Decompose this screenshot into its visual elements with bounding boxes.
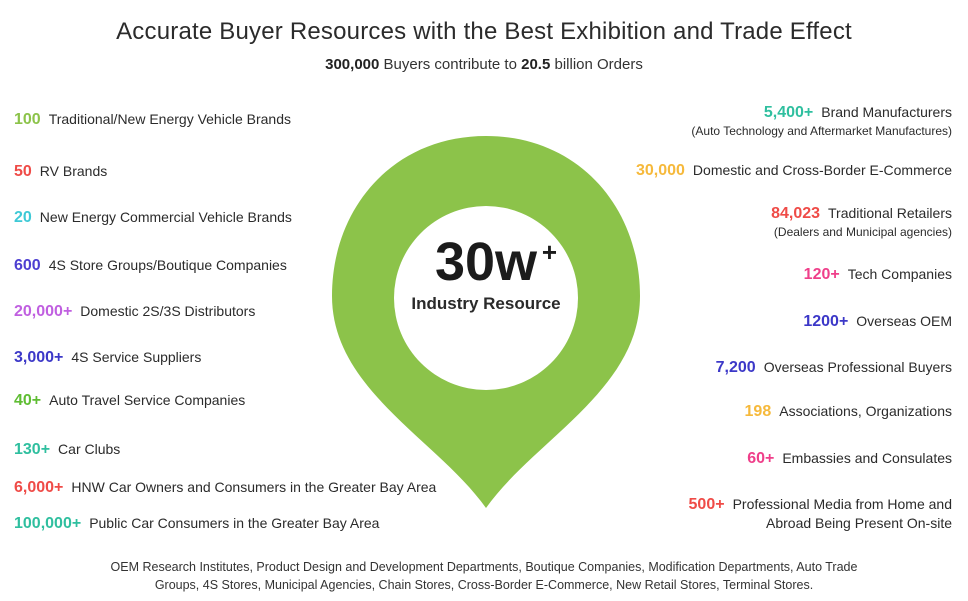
footer-line-1: OEM Research Institutes, Product Design … <box>110 560 858 574</box>
left-item-num: 50 <box>14 163 32 180</box>
right-item-label: Overseas Professional Buyers <box>763 359 952 375</box>
left-item-label: Domestic 2S/3S Distributors <box>80 303 256 319</box>
footer-line-2: Groups, 4S Stores, Municipal Agencies, C… <box>154 578 814 592</box>
orders-count: 20.5 <box>521 56 551 73</box>
right-item: 30,000 Domestic and Cross-Border E-Commer… <box>636 161 952 180</box>
right-item-num: 500+ <box>688 496 725 513</box>
left-item: 130+ Car Clubs <box>14 440 120 459</box>
left-item-label: Traditional/New Energy Vehicle Brands <box>48 111 291 127</box>
left-item-num: 20,000+ <box>14 303 73 320</box>
left-item-num: 600 <box>14 257 41 274</box>
left-item: 100 Traditional/New Energy Vehicle Brands <box>14 110 291 129</box>
right-item-sub: (Auto Technology and Aftermarket Manufac… <box>691 124 952 138</box>
left-item-num: 3,000+ <box>14 349 64 366</box>
right-item-sub: (Dealers and Municipal agencies) <box>773 225 952 239</box>
left-item-num: 40+ <box>14 392 42 409</box>
right-item-num: 5,400+ <box>763 104 814 121</box>
left-item: 50 RV Brands <box>14 162 107 181</box>
left-item: 100,000+ Public Car Consumers in the Grea… <box>14 514 379 533</box>
right-item: 7,200 Overseas Professional Buyers <box>716 358 952 377</box>
left-item: 40+ Auto Travel Service Companies <box>14 391 245 410</box>
right-item-sub: Abroad Being Present On-site <box>766 515 952 531</box>
right-item: 198 Associations, Organizations <box>745 402 952 421</box>
right-item-label: Overseas OEM <box>856 313 952 329</box>
left-item-label: New Energy Commercial Vehicle Brands <box>39 209 292 225</box>
right-item: 60+ Embassies and Consulates <box>747 449 952 468</box>
right-item-num: 1200+ <box>803 313 849 330</box>
left-item: 6,000+ HNW Car Owners and Consumers in th… <box>14 478 436 497</box>
right-item-label: Domestic and Cross-Border E-Commerce <box>692 162 952 178</box>
center-stat: 30w + Industry Resource <box>400 234 572 314</box>
right-item-label: Embassies and Consulates <box>782 450 952 466</box>
left-item: 3,000+ 4S Service Suppliers <box>14 348 201 367</box>
map-pin-graphic <box>332 136 640 508</box>
subtitle-mid: Buyers contribute to <box>379 56 522 73</box>
left-item-label: 4S Service Suppliers <box>71 349 202 365</box>
left-item-label: HNW Car Owners and Consumers in the Grea… <box>71 479 437 495</box>
center-value: 30w + <box>435 234 557 290</box>
left-item-num: 20 <box>14 209 32 226</box>
center-value-plus: + <box>541 237 558 267</box>
left-item: 20,000+ Domestic 2S/3S Distributors <box>14 302 255 321</box>
left-item-num: 130+ <box>14 441 51 458</box>
left-item-label: RV Brands <box>39 163 108 179</box>
right-item: 84,023 Traditional Retailers (Dealers and… <box>771 204 952 241</box>
left-item-label: Auto Travel Service Companies <box>49 392 246 408</box>
right-item-num: 120+ <box>803 266 840 283</box>
right-item-label: Traditional Retailers <box>828 205 952 221</box>
right-item-num: 198 <box>744 403 772 420</box>
left-item: 600 4S Store Groups/Boutique Companies <box>14 256 287 275</box>
footer-note: OEM Research Institutes, Product Design … <box>40 558 928 594</box>
right-item: 500+ Professional Media from Home and Abr… <box>689 495 952 532</box>
right-item-num: 30,000 <box>635 162 685 179</box>
right-item-label: Professional Media from Home and <box>732 496 952 512</box>
left-item-num: 100,000+ <box>14 515 82 532</box>
center-label: Industry Resource <box>411 294 561 313</box>
page-title: Accurate Buyer Resources with the Best E… <box>116 18 852 45</box>
right-item: 120+ Tech Companies <box>804 265 952 284</box>
left-item-num: 100 <box>14 111 41 128</box>
right-item-label: Tech Companies <box>847 266 952 282</box>
page-subtitle: 300,000 Buyers contribute to 20.5 billio… <box>0 56 968 73</box>
left-item: 20 New Energy Commercial Vehicle Brands <box>14 208 292 227</box>
right-item-num: 7,200 <box>715 359 756 376</box>
left-item-label: Public Car Consumers in the Greater Bay … <box>89 515 380 531</box>
left-item-label: Car Clubs <box>58 441 121 457</box>
right-item: 1200+ Overseas OEM <box>803 312 952 331</box>
right-item-label: Associations, Organizations <box>779 403 952 419</box>
left-item-num: 6,000+ <box>14 479 64 496</box>
pin-inner-circle <box>394 206 578 390</box>
buyers-count: 300,000 <box>325 56 380 73</box>
left-item-label: 4S Store Groups/Boutique Companies <box>48 257 287 273</box>
right-item-num: 84,023 <box>771 205 821 222</box>
right-item: 5,400+ Brand Manufacturers (Auto Technolo… <box>691 103 952 140</box>
subtitle-end: billion Orders <box>550 56 643 73</box>
right-item-num: 60+ <box>747 450 775 467</box>
right-item-label: Brand Manufacturers <box>821 104 952 120</box>
